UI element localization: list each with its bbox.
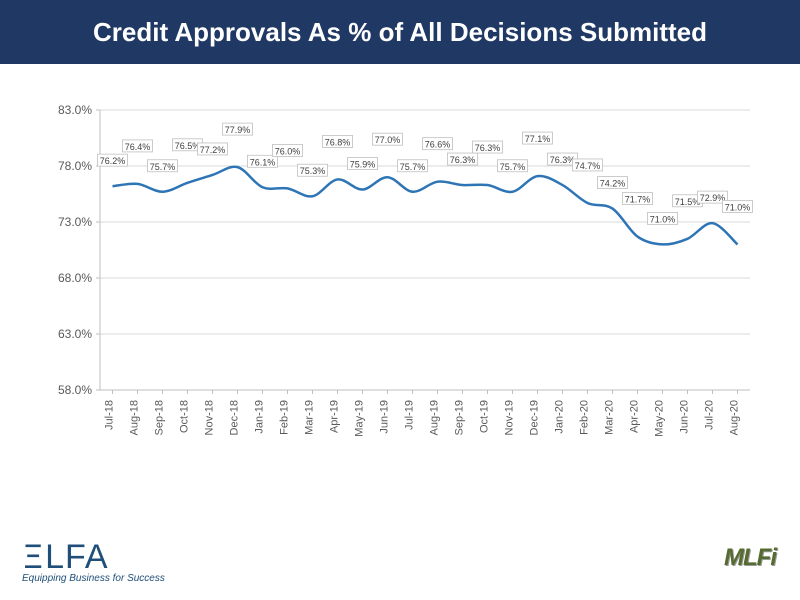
elfa-logo: ΞLFA Equipping Business for Success	[22, 538, 165, 584]
svg-text:Jan-19: Jan-19	[254, 400, 266, 434]
svg-text:68.0%: 68.0%	[58, 271, 92, 285]
svg-text:Apr-19: Apr-19	[329, 400, 341, 433]
svg-text:Oct-19: Oct-19	[479, 400, 491, 433]
svg-text:Sep-18: Sep-18	[154, 400, 166, 435]
svg-text:Nov-19: Nov-19	[504, 400, 516, 435]
svg-text:76.0%: 76.0%	[275, 146, 301, 156]
elfa-tagline: Equipping Business for Success	[22, 573, 165, 584]
svg-text:Aug-19: Aug-19	[429, 400, 441, 435]
svg-text:76.3%: 76.3%	[450, 155, 476, 165]
svg-text:Jun-20: Jun-20	[679, 400, 691, 434]
svg-text:73.0%: 73.0%	[58, 215, 92, 229]
svg-text:Mar-20: Mar-20	[604, 400, 616, 435]
svg-text:75.7%: 75.7%	[500, 162, 526, 172]
svg-text:Jun-19: Jun-19	[379, 400, 391, 434]
svg-text:Nov-18: Nov-18	[204, 400, 216, 435]
svg-text:75.7%: 75.7%	[150, 162, 176, 172]
svg-text:75.9%: 75.9%	[350, 160, 376, 170]
svg-text:58.0%: 58.0%	[58, 383, 92, 397]
svg-text:76.4%: 76.4%	[125, 142, 151, 152]
svg-text:Dec-19: Dec-19	[529, 400, 541, 435]
svg-text:76.2%: 76.2%	[100, 156, 126, 166]
svg-text:May-19: May-19	[354, 400, 366, 437]
svg-text:76.3%: 76.3%	[550, 155, 576, 165]
page-title: Credit Approvals As % of All Decisions S…	[93, 17, 707, 48]
svg-text:71.7%: 71.7%	[625, 195, 651, 205]
svg-text:Dec-18: Dec-18	[229, 400, 241, 435]
svg-text:77.9%: 77.9%	[225, 125, 251, 135]
svg-text:83.0%: 83.0%	[58, 103, 92, 117]
svg-text:Jul-18: Jul-18	[104, 400, 116, 430]
svg-text:76.3%: 76.3%	[475, 143, 501, 153]
svg-text:76.5%: 76.5%	[175, 141, 201, 151]
svg-text:Aug-20: Aug-20	[729, 400, 741, 435]
logo-bar: ΞLFA Equipping Business for Success MLFi	[0, 530, 800, 590]
svg-text:Oct-18: Oct-18	[179, 400, 191, 433]
svg-text:74.2%: 74.2%	[600, 179, 626, 189]
svg-text:71.0%: 71.0%	[650, 214, 676, 224]
svg-text:Jan-20: Jan-20	[554, 400, 566, 434]
svg-text:71.0%: 71.0%	[725, 202, 751, 212]
svg-text:May-20: May-20	[654, 400, 666, 437]
elfa-mark: ΞLFA	[22, 538, 165, 577]
mlfi-logo: MLFi	[724, 544, 776, 572]
svg-text:Feb-20: Feb-20	[579, 400, 591, 435]
svg-text:63.0%: 63.0%	[58, 327, 92, 341]
svg-text:Mar-19: Mar-19	[304, 400, 316, 435]
svg-text:75.3%: 75.3%	[300, 166, 326, 176]
svg-text:Jul-19: Jul-19	[404, 400, 416, 430]
svg-text:77.0%: 77.0%	[375, 135, 401, 145]
chart-svg: 58.0% 63.0% 68.0% 73.0% 78.0% 83.0% Jul-18 Aug-…	[40, 100, 760, 480]
svg-text:72.9%: 72.9%	[700, 193, 726, 203]
credit-approvals-chart: 58.0% 63.0% 68.0% 73.0% 78.0% 83.0% Jul-18 Aug-…	[40, 100, 760, 480]
svg-text:71.5%: 71.5%	[675, 197, 701, 207]
svg-text:78.0%: 78.0%	[58, 159, 92, 173]
svg-text:Jul-20: Jul-20	[704, 400, 716, 430]
svg-text:Aug-18: Aug-18	[129, 400, 141, 435]
svg-text:76.6%: 76.6%	[425, 140, 451, 150]
title-bar: Credit Approvals As % of All Decisions S…	[0, 0, 800, 64]
svg-text:Sep-19: Sep-19	[454, 400, 466, 435]
svg-text:75.7%: 75.7%	[400, 162, 426, 172]
svg-text:76.1%: 76.1%	[250, 157, 276, 167]
svg-text:77.1%: 77.1%	[525, 134, 551, 144]
svg-text:77.2%: 77.2%	[200, 145, 226, 155]
svg-text:Apr-20: Apr-20	[629, 400, 641, 433]
svg-text:74.7%: 74.7%	[575, 161, 601, 171]
svg-text:Feb-19: Feb-19	[279, 400, 291, 435]
svg-text:76.8%: 76.8%	[325, 137, 351, 147]
